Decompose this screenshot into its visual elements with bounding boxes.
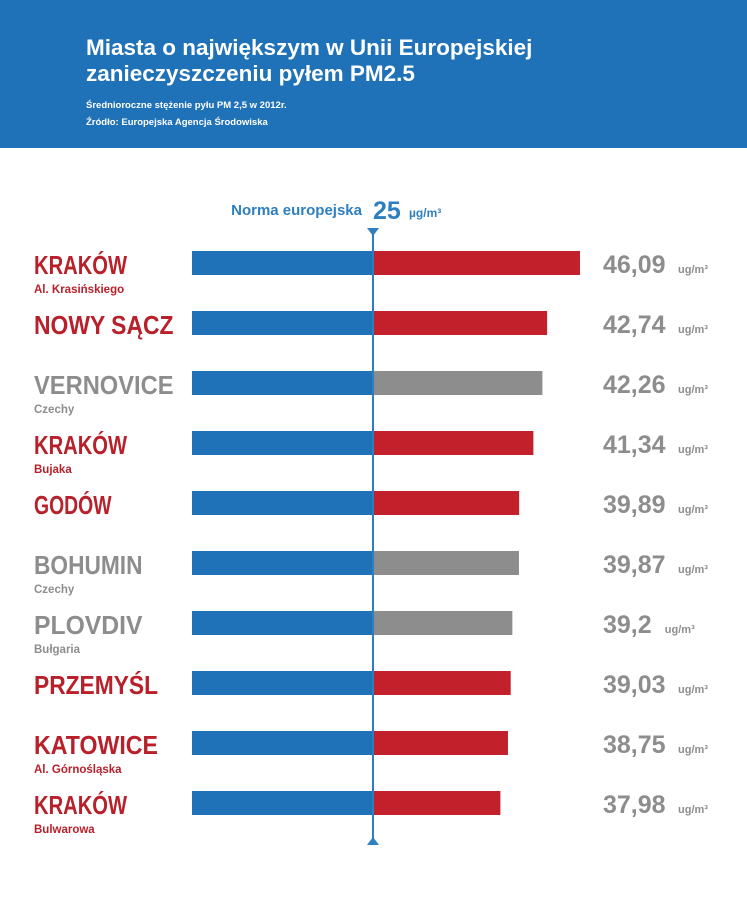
- row-label: KRAKÓW: [34, 430, 127, 460]
- row-label: KATOWICE: [34, 730, 158, 760]
- value-unit: ug/m³: [678, 684, 708, 696]
- row-sublabel: Bułgaria: [34, 644, 81, 656]
- bar-excess: [373, 611, 513, 635]
- value-unit: ug/m³: [678, 744, 708, 756]
- value-label: 39,03: [603, 671, 666, 699]
- norm-value: 25: [373, 197, 401, 225]
- title-line-2: zanieczyszczeniu pyłem PM2.5: [86, 61, 415, 86]
- value-label: 37,98: [603, 791, 666, 819]
- value-label: 46,09: [603, 251, 666, 279]
- value-unit: ug/m³: [678, 264, 708, 276]
- bar-excess: [373, 431, 534, 455]
- bar-base: [192, 371, 373, 395]
- bar-base: [192, 311, 373, 335]
- bar-base: [192, 491, 373, 515]
- value-unit: ug/m³: [678, 444, 708, 456]
- norm-unit: µg/m³: [409, 206, 441, 220]
- value-unit: ug/m³: [678, 564, 708, 576]
- value-unit: ug/m³: [665, 624, 695, 636]
- header-banner: Miasta o największym w Unii Europejskiej…: [0, 0, 747, 148]
- chart-title: Miasta o największym w Unii Europejskiej…: [86, 35, 646, 87]
- value-unit: ug/m³: [678, 384, 708, 396]
- value-label: 39,87: [603, 551, 666, 579]
- value-label: 38,75: [603, 731, 666, 759]
- norm-arrow-bottom: [367, 837, 379, 845]
- bar-excess: [373, 731, 508, 755]
- value-label: 41,34: [603, 431, 666, 459]
- bar-base: [192, 731, 373, 755]
- bar-excess: [373, 671, 511, 695]
- value-label: 39,89: [603, 491, 666, 519]
- row-sublabel: Al. Krasińskiego: [34, 284, 124, 296]
- row-sublabel: Al. Górnośląska: [34, 764, 122, 776]
- chart-source: Źródło: Europejska Agencja Środowiska: [86, 117, 268, 128]
- bar-excess: [373, 251, 580, 275]
- norm-arrow-top: [367, 228, 379, 236]
- bar-excess: [373, 371, 543, 395]
- bar-base: [192, 791, 373, 815]
- bar-base: [192, 611, 373, 635]
- bar-base: [192, 671, 373, 695]
- bar-excess: [373, 791, 501, 815]
- value-unit: ug/m³: [678, 804, 708, 816]
- bar-excess: [373, 311, 548, 335]
- row-label: BOHUMIN: [34, 550, 143, 580]
- value-unit: ug/m³: [678, 324, 708, 336]
- row-label: PLOVDIV: [34, 610, 143, 640]
- bar-base: [192, 551, 373, 575]
- row-label: KRAKÓW: [34, 250, 127, 280]
- title-line-1: Miasta o największym w Unii Europejskiej: [86, 35, 533, 60]
- bar-base: [192, 431, 373, 455]
- norm-label: Norma europejska: [231, 202, 363, 219]
- row-label: GODÓW: [34, 490, 112, 520]
- row-sublabel: Czechy: [34, 404, 75, 416]
- bar-excess: [373, 551, 519, 575]
- value-label: 39,2: [603, 611, 652, 639]
- row-sublabel: Bujaka: [34, 464, 72, 476]
- bar-excess: [373, 491, 520, 515]
- value-label: 42,74: [603, 311, 666, 339]
- value-unit: ug/m³: [678, 504, 708, 516]
- row-label: NOWY SĄCZ: [34, 310, 174, 340]
- row-sublabel: Czechy: [34, 584, 75, 596]
- row-label: PRZEMYŚL: [34, 670, 158, 700]
- row-label: VERNOVICE: [34, 370, 174, 400]
- value-label: 42,26: [603, 371, 666, 399]
- row-label: KRAKÓW: [34, 790, 127, 820]
- bar-chart: Norma europejska 25 µg/m³ KRAKÓW Al. Krasińs…: [34, 197, 708, 845]
- bar-base: [192, 251, 373, 275]
- row-sublabel: Bulwarowa: [34, 824, 95, 836]
- chart-subtitle: Średnioroczne stężenie pyłu PM 2,5 w 201…: [86, 100, 287, 111]
